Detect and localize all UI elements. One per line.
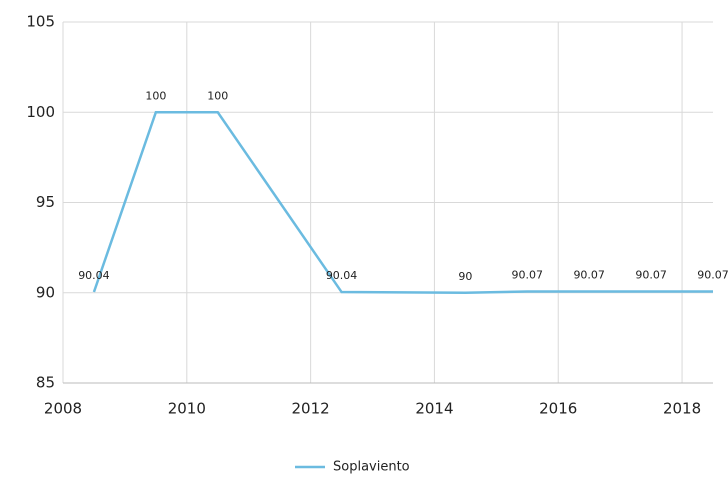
x-tick-label: 2014 xyxy=(415,400,453,418)
data-label: 90.07 xyxy=(573,268,605,281)
legend-label: Soplaviento xyxy=(333,460,410,475)
data-label: 90.07 xyxy=(635,268,667,281)
data-label: 90.04 xyxy=(326,269,358,282)
data-label: 100 xyxy=(207,89,228,102)
data-label: 90 xyxy=(458,270,472,283)
y-tick-label: 95 xyxy=(36,193,55,211)
y-tick-label: 90 xyxy=(36,283,55,301)
data-label: 90.07 xyxy=(512,268,544,281)
line xyxy=(92,111,713,295)
y-tick-label: 100 xyxy=(26,103,55,121)
x-tick-label: 2008 xyxy=(44,400,82,418)
x-tick-label: 2018 xyxy=(663,400,701,418)
x-tick-label: 2016 xyxy=(539,400,577,418)
x-tick-label: 2010 xyxy=(168,400,206,418)
data-label: 90.04 xyxy=(78,269,110,282)
x-tick-label: 2012 xyxy=(292,400,330,418)
data-label: 100 xyxy=(145,89,166,102)
y-tick-label: 105 xyxy=(26,13,55,31)
y-tick-label: 85 xyxy=(36,374,55,392)
data-label: 90.07 xyxy=(697,268,728,281)
